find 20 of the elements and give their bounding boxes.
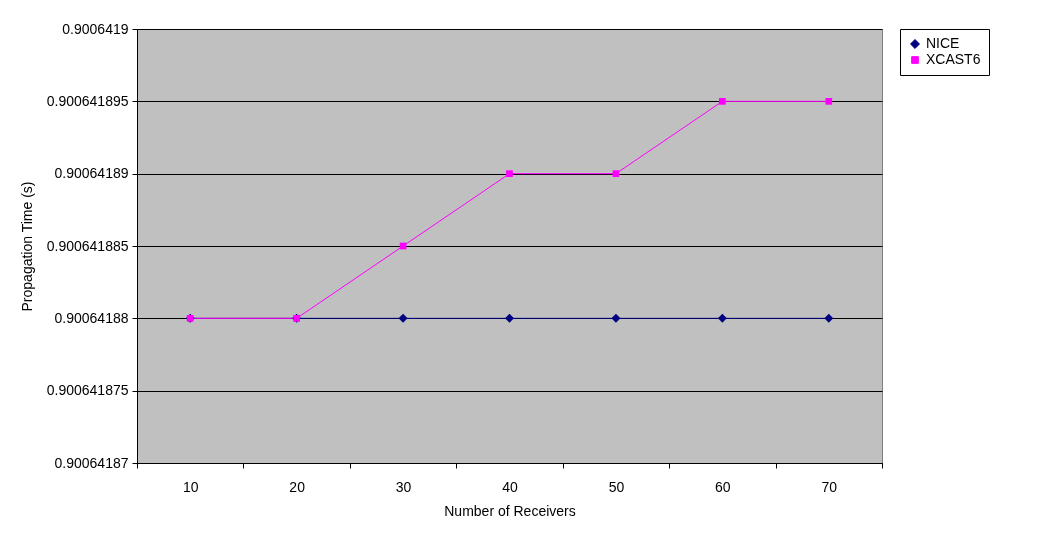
y-tick-label: 0.90064189: [54, 165, 129, 182]
x-tick-label: 60: [715, 478, 731, 495]
x-tick-label: 20: [289, 478, 306, 495]
x-tick-label: 70: [821, 478, 838, 495]
x-tick-label: 50: [608, 478, 625, 495]
x-axis-title: Number of Receivers: [444, 502, 576, 519]
y-tick-label: 0.9006419: [62, 20, 129, 37]
point: [719, 97, 726, 105]
x-tick-label: 10: [182, 478, 199, 495]
y-tick-label: 0.900641895: [46, 92, 129, 109]
y-tick-label: 0.90064187: [54, 454, 129, 471]
y-tick-label: 0.900641875: [46, 382, 129, 399]
y-axis-title: Propagation Time (s): [18, 181, 35, 312]
x-tick-label: 30: [395, 478, 412, 495]
legend-label: XCAST6: [926, 51, 981, 67]
x-tick-label: 40: [502, 478, 518, 495]
y-tick-label: 0.90064188: [54, 309, 129, 326]
legend-label: NICE: [926, 35, 960, 51]
y-tick-label: 0.900641885: [46, 237, 129, 254]
point: [506, 170, 513, 178]
